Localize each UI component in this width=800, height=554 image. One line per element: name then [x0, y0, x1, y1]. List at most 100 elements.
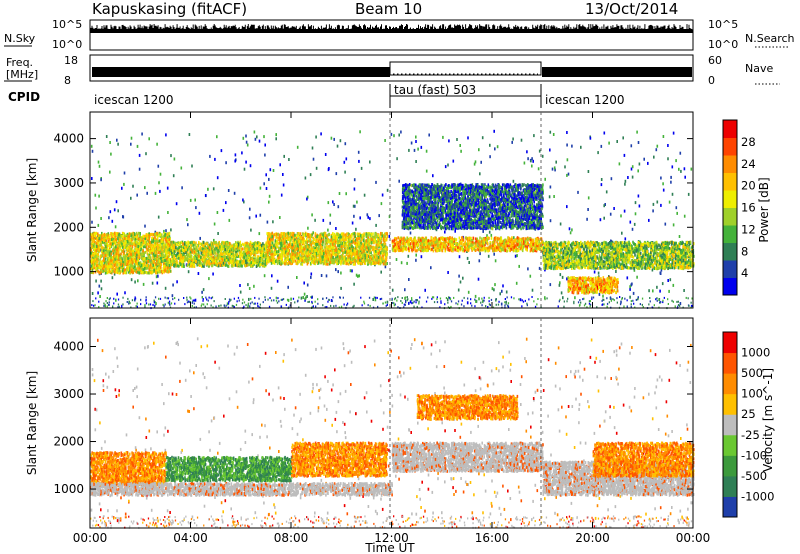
speckle: [415, 253, 417, 257]
near-range-echo: [193, 299, 195, 302]
echo-cell: [176, 264, 179, 268]
echo-cell: [146, 248, 149, 252]
near-range-echo: [589, 305, 591, 308]
echo-cell: [152, 259, 155, 263]
near-range-echo: [563, 300, 565, 303]
echo-cell: [219, 257, 221, 261]
echo-cell: [90, 248, 93, 252]
near-range-echo: [408, 302, 410, 305]
speckle: [494, 147, 496, 151]
echo-cell: [163, 259, 165, 262]
speckle: [633, 222, 636, 226]
near-range-echo: [346, 302, 349, 305]
speckle: [255, 214, 257, 218]
speckle: [415, 160, 417, 163]
echo-cell: [145, 261, 148, 265]
near-range-echo: [418, 302, 420, 305]
echo-cell: [111, 242, 114, 246]
echo-cell: [146, 266, 149, 270]
speckle: [207, 187, 209, 191]
echo-cell: [106, 256, 109, 260]
speckle: [466, 256, 469, 260]
echo-cell: [167, 258, 169, 262]
echo-cell: [180, 245, 182, 249]
echo-cell: [139, 232, 141, 235]
echo-cell: [177, 256, 180, 260]
near-range-echo: [311, 296, 313, 299]
echo-cell: [234, 263, 237, 267]
near-range-echo: [256, 302, 259, 305]
near-range-echo: [212, 306, 214, 309]
speckle: [671, 165, 674, 169]
echo-cell: [166, 253, 168, 256]
echo-cell: [132, 242, 134, 246]
speckle: [678, 235, 681, 238]
echo-cell: [93, 234, 96, 237]
near-range-echo: [411, 297, 413, 300]
echo-cell: [133, 269, 136, 272]
echo-cell: [111, 256, 114, 260]
near-range-echo: [606, 305, 608, 308]
near-range-echo: [247, 303, 249, 306]
echo-cell: [231, 255, 233, 258]
echo-cell: [220, 245, 223, 249]
near-range-echo: [463, 305, 465, 308]
echo-cell: [94, 234, 97, 238]
echo-cell: [142, 241, 145, 245]
speckle: [613, 207, 615, 210]
echo-cell: [135, 259, 137, 263]
speckle: [123, 182, 125, 186]
speckle: [671, 192, 674, 196]
near-range-echo: [163, 305, 165, 308]
echo-cell: [118, 267, 121, 271]
near-range-echo: [480, 301, 482, 304]
near-range-echo: [504, 298, 506, 300]
near-range-echo: [391, 299, 393, 301]
near-range-echo: [227, 302, 230, 305]
echo-cell: [92, 240, 94, 243]
echo-cell: [165, 258, 168, 262]
near-range-echo: [608, 301, 610, 304]
echo-cell: [126, 241, 128, 245]
speckle: [338, 192, 341, 195]
echo-cell: [177, 241, 180, 245]
echo-cell: [249, 246, 252, 249]
near-range-echo: [267, 298, 269, 301]
echo-cell: [214, 247, 216, 251]
speckle: [648, 289, 650, 293]
speckle: [566, 143, 568, 147]
speckle: [164, 286, 167, 290]
near-range-echo: [109, 297, 111, 300]
echo-cell: [124, 234, 126, 238]
near-range-echo: [331, 300, 333, 303]
near-range-echo: [367, 304, 369, 307]
near-range-echo: [488, 300, 490, 303]
near-range-echo: [243, 301, 246, 304]
echo-cell: [213, 258, 215, 262]
near-range-echo: [368, 296, 371, 299]
echo-cell: [201, 247, 204, 251]
speckle: [408, 148, 410, 152]
speckle: [144, 186, 146, 190]
echo-cell: [185, 246, 187, 250]
echo-cell: [187, 259, 189, 262]
echo-cell: [236, 242, 239, 246]
echo-cell: [143, 253, 145, 257]
echo-cell: [162, 259, 164, 263]
cpid-segment-2: tau (fast) 503: [394, 83, 476, 97]
near-range-echo: [505, 302, 507, 305]
echo-cell: [141, 243, 144, 247]
echo-cell: [144, 267, 146, 270]
echo-cell: [228, 262, 230, 265]
echo-cell: [143, 260, 146, 264]
speckle: [248, 287, 251, 290]
speckle: [516, 254, 518, 258]
near-range-echo: [416, 299, 418, 302]
echo-cell: [110, 258, 112, 262]
echo-cell: [157, 243, 159, 247]
echo-cell: [249, 252, 252, 256]
near-range-echo: [275, 296, 278, 299]
near-range-echo: [518, 298, 520, 301]
near-range-echo: [522, 300, 525, 303]
echo-cell: [135, 240, 138, 244]
